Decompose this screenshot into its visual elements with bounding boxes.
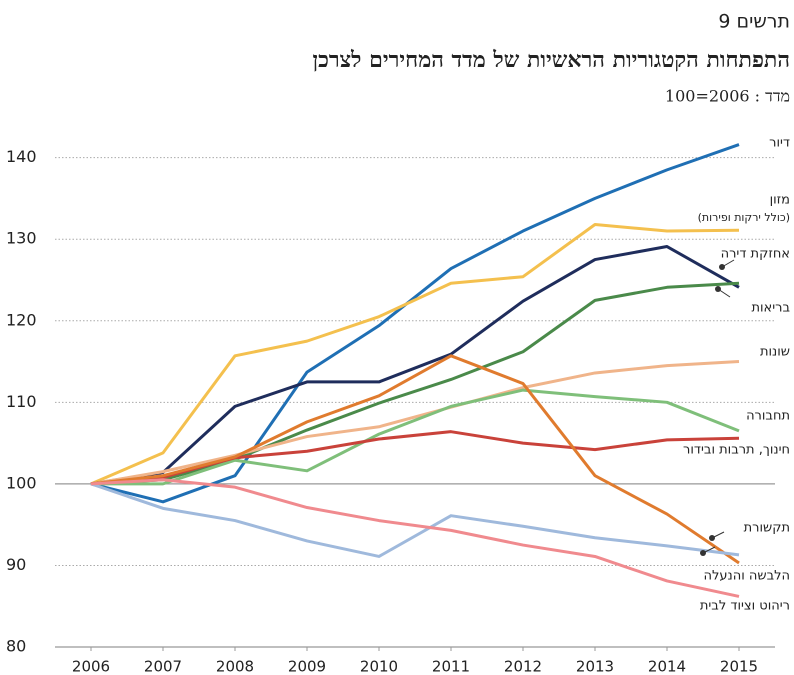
- series-line: [90, 281, 740, 486]
- series-label: שונות: [760, 345, 790, 360]
- label-dot: [719, 264, 725, 270]
- chart-subtitle: מדד : 2006=100: [665, 87, 790, 106]
- x-tick-label: 2010: [360, 658, 398, 675]
- y-tick-label: 80: [6, 637, 26, 656]
- x-tick-label: 2006: [72, 658, 110, 675]
- series-label: דיור: [769, 136, 790, 151]
- series-line: [90, 482, 740, 558]
- label-dot: [709, 535, 715, 541]
- series-line: [90, 360, 740, 486]
- label-dot: [715, 286, 721, 292]
- series-label: חינוך, תרבות ובידור: [683, 443, 790, 458]
- series-label: מזון: [770, 193, 790, 208]
- label-dot: [700, 550, 706, 556]
- x-tick-label: 2011: [432, 658, 470, 675]
- y-tick-label: 130: [6, 229, 37, 248]
- x-tick-label: 2007: [144, 658, 182, 675]
- x-tick-label: 2009: [288, 658, 326, 675]
- y-tick-label: 120: [6, 310, 37, 329]
- series-line: [90, 354, 740, 565]
- series-line: [91, 388, 740, 486]
- series-label: תחבורה: [746, 409, 790, 424]
- series-label: תקשורת: [744, 521, 790, 536]
- x-tick-label: 2013: [576, 658, 614, 675]
- x-tick-label: 2008: [216, 658, 254, 675]
- series-label: אחזקת דירה: [721, 247, 790, 262]
- series-label: בריאות: [751, 301, 790, 316]
- y-tick-label: 140: [6, 147, 37, 166]
- series-line: [90, 143, 740, 504]
- series-line: [90, 223, 740, 486]
- series-line: [90, 245, 740, 486]
- series-label-note: (כולל ירקות ופירות): [698, 211, 790, 224]
- series-label: הלבשה והנעלה: [704, 569, 791, 584]
- chart-title: התפתחות הקטגוריות הראשיות של מדד המחירים…: [312, 47, 790, 73]
- y-tick-label: 110: [6, 392, 37, 411]
- figure-label: תרשים 9: [718, 11, 790, 33]
- y-tick-label: 100: [6, 473, 37, 492]
- y-tick-label: 90: [6, 555, 26, 574]
- x-tick-label: 2014: [648, 658, 686, 675]
- series-line: [90, 478, 740, 598]
- x-tick-label: 2012: [504, 658, 542, 675]
- series-label: ריהוט וציוד לבית: [700, 599, 790, 614]
- x-tick-label: 2015: [720, 658, 758, 675]
